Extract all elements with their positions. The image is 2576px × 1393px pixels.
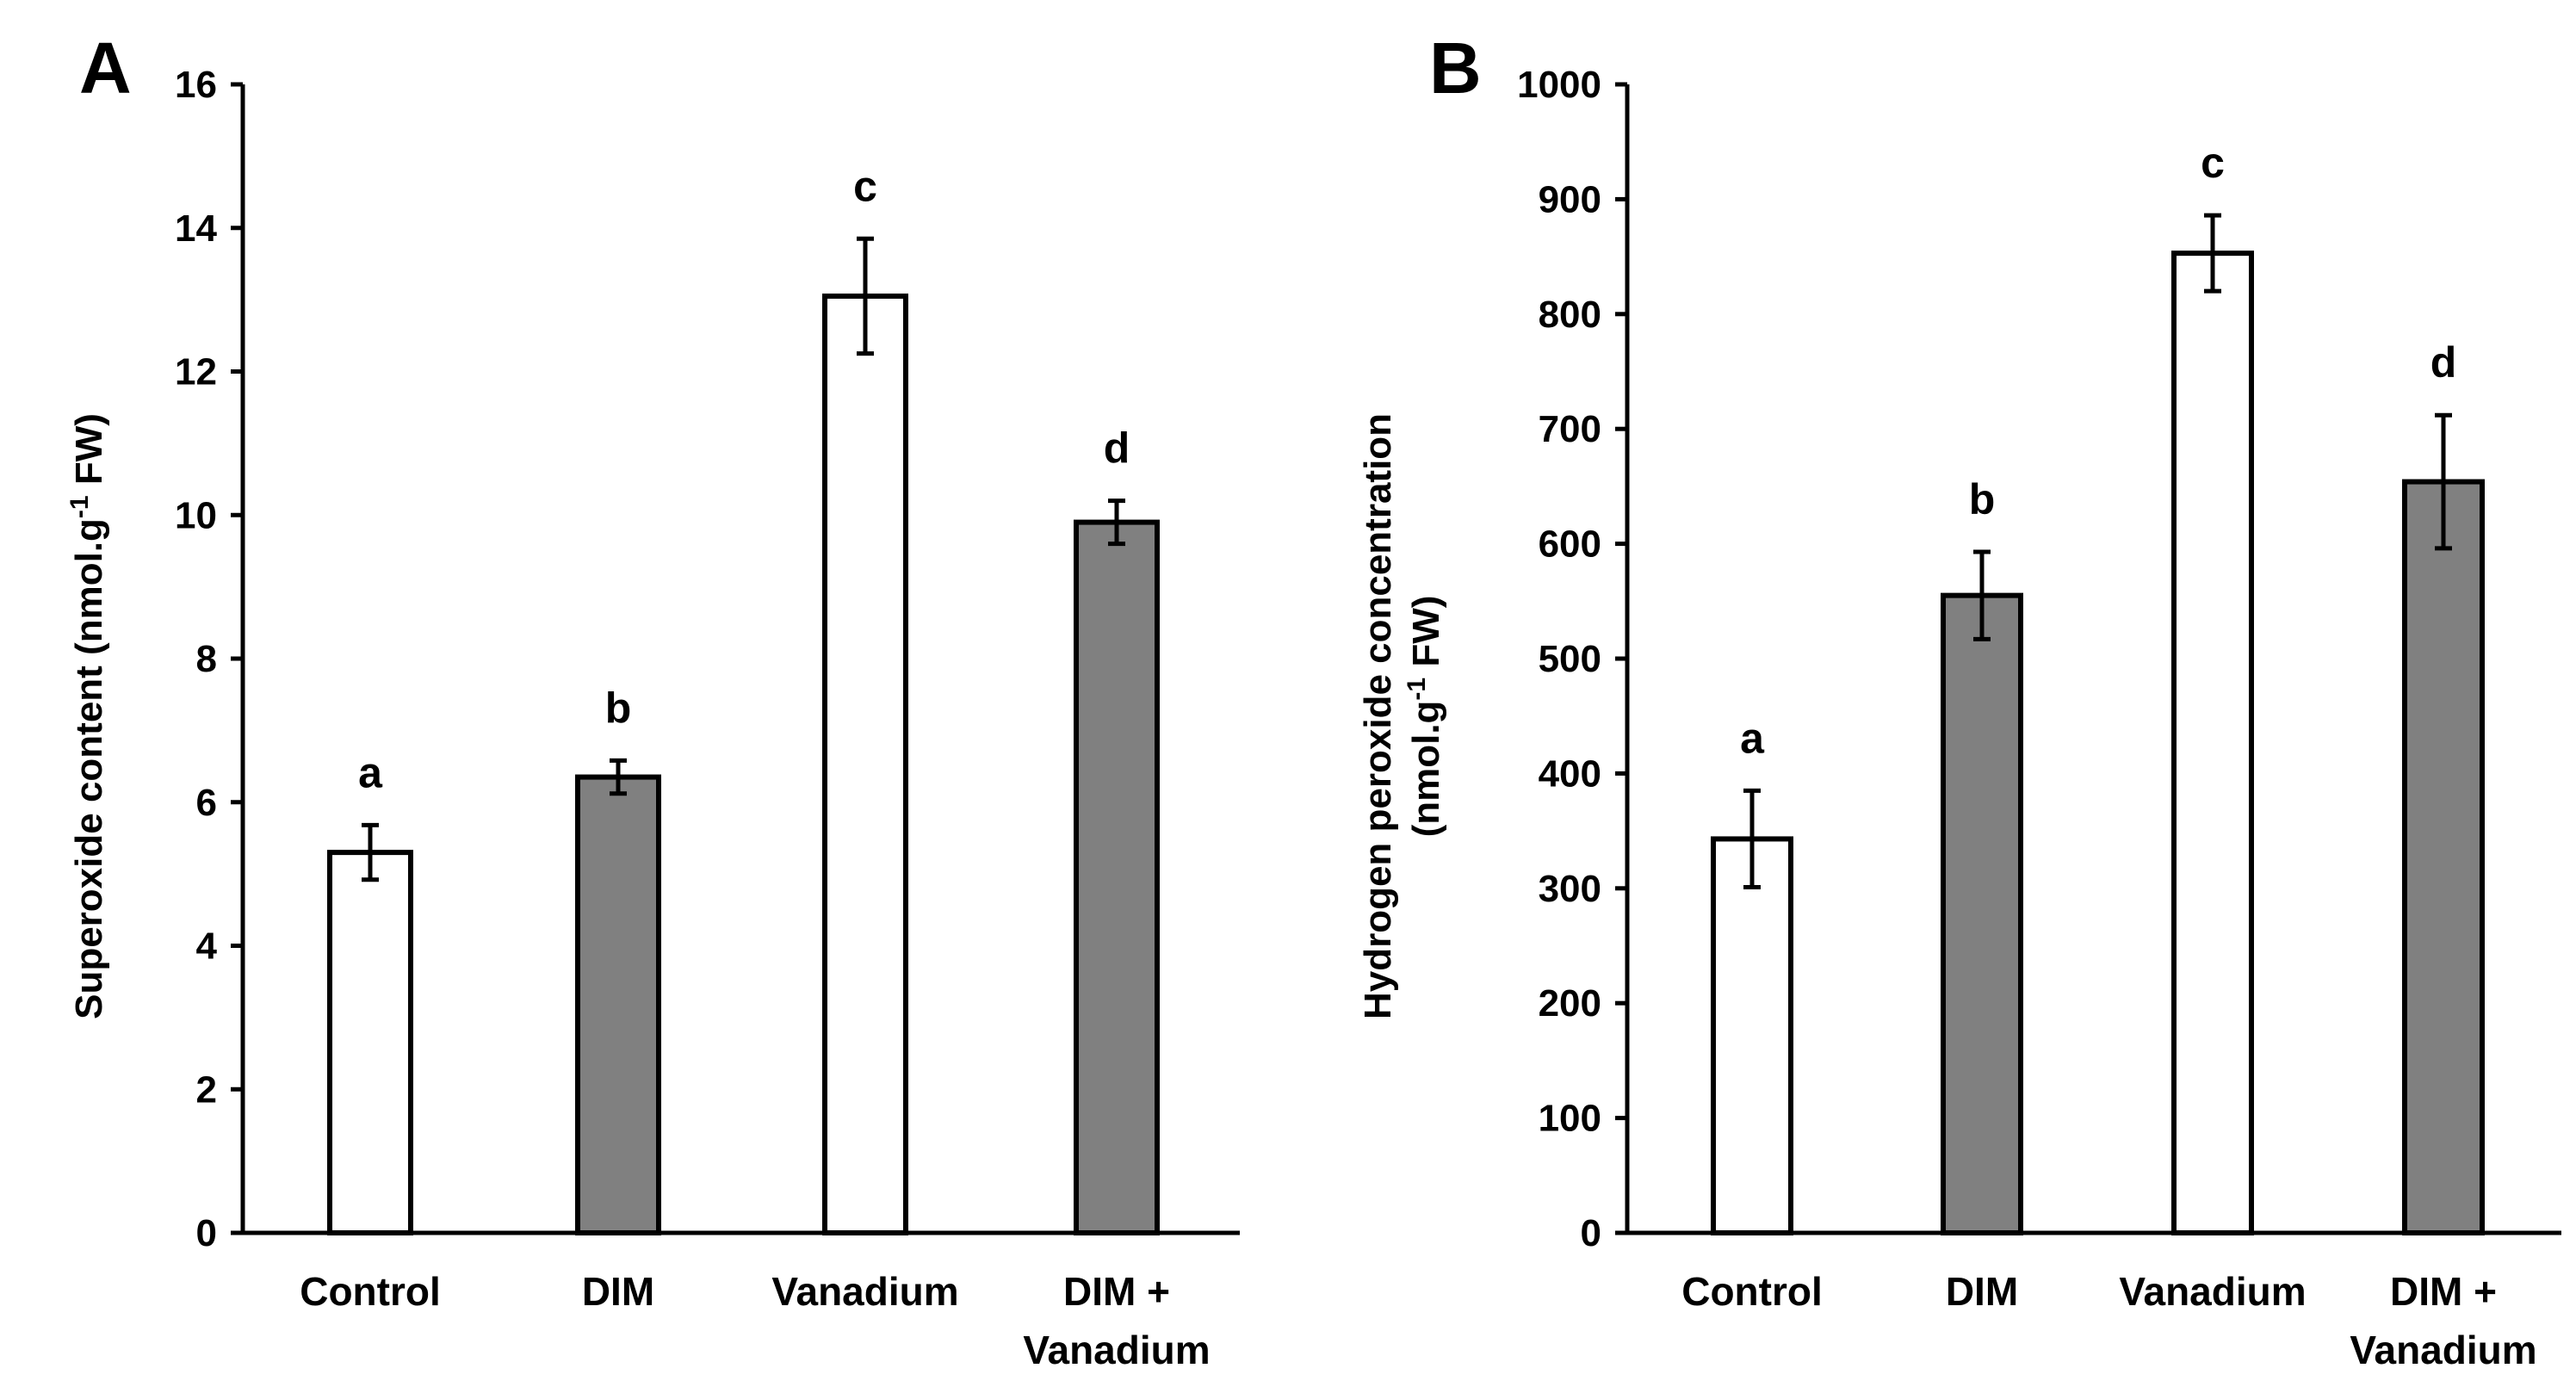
error-bar-a-2 bbox=[857, 236, 874, 356]
y-axis-label-a: Superoxide content (nmol.g-1 FW) bbox=[65, 413, 111, 1019]
y-tick-label-a-4: 8 bbox=[196, 638, 217, 680]
y-tick-label-a-7: 14 bbox=[175, 207, 217, 250]
error-bar-b-3 bbox=[2435, 412, 2452, 551]
error-bar-b-1 bbox=[1973, 549, 1991, 641]
error-bar-a-1 bbox=[610, 758, 627, 796]
bar-b-3 bbox=[2402, 479, 2485, 1235]
significance-label-b-1: b bbox=[1969, 475, 1996, 523]
x-tick-label-b-3-1: Vanadium bbox=[2350, 1328, 2536, 1372]
y-tick-label-b-6: 600 bbox=[1539, 523, 1601, 566]
significance-label-a-3: d bbox=[1104, 424, 1130, 473]
x-tick-label-a-1-0: DIM bbox=[582, 1269, 654, 1314]
y-tick-label-a-2: 4 bbox=[196, 926, 218, 968]
y-tick-label-b-9: 900 bbox=[1539, 178, 1601, 220]
bar-b-0 bbox=[1711, 836, 1793, 1235]
y-axis-label-b: Hydrogen peroxide concentration (nmol.g-… bbox=[1357, 413, 1447, 1019]
chart-b: B Hydrogen peroxide concentration (nmol.… bbox=[1357, 28, 2561, 1372]
x-tick-label-b-1-0: DIM bbox=[1946, 1269, 2018, 1314]
x-tick-label-a-3-0: DIM + bbox=[1063, 1269, 1170, 1314]
x-tick-label-a-0-0: Control bbox=[300, 1269, 441, 1314]
bar-b-2 bbox=[2171, 251, 2254, 1235]
error-bar-a-3 bbox=[1108, 498, 1125, 547]
y-tick-label-a-1: 2 bbox=[196, 1068, 217, 1111]
x-tick-label-a-3-1: Vanadium bbox=[1023, 1328, 1210, 1372]
bar-a-1 bbox=[575, 774, 661, 1235]
x-tick-label-a-2-0: Vanadium bbox=[771, 1269, 958, 1314]
significance-label-b-0: a bbox=[1740, 714, 1765, 762]
panel-label-a: A bbox=[79, 28, 132, 108]
bar-a-3 bbox=[1074, 519, 1160, 1235]
bar-a-2 bbox=[822, 293, 908, 1235]
y-tick-label-a-6: 12 bbox=[175, 351, 217, 393]
panel-label-b: B bbox=[1429, 28, 1482, 108]
error-bar-b-2 bbox=[2204, 213, 2221, 294]
y-axis-label-b-line2: (nmol.g-1 FW) bbox=[1403, 596, 1448, 838]
chart-a: A Superoxide content (nmol.g-1 FW) 0 2 4 6 8… bbox=[65, 28, 1240, 1372]
significance-label-a-2: c bbox=[853, 162, 877, 210]
y-tick-label-b-2: 200 bbox=[1539, 982, 1601, 1025]
significance-label-a-1: b bbox=[605, 684, 632, 732]
y-tick-label-b-1: 100 bbox=[1539, 1098, 1601, 1140]
x-tick-label-b-0-0: Control bbox=[1681, 1269, 1823, 1314]
y-tick-label-b-3: 300 bbox=[1539, 868, 1601, 910]
error-bar-b-0 bbox=[1743, 788, 1761, 889]
y-tick-label-b-5: 500 bbox=[1539, 638, 1601, 680]
bar-b-1 bbox=[1941, 592, 2023, 1235]
x-tick-label-b-3-0: DIM + bbox=[2390, 1269, 2497, 1314]
bar-a-0 bbox=[327, 850, 413, 1235]
y-tick-label-b-10: 1000 bbox=[1517, 64, 1601, 106]
y-tick-label-b-7: 700 bbox=[1539, 408, 1601, 450]
significance-label-b-3: d bbox=[2430, 338, 2457, 387]
significance-label-b-2: c bbox=[2201, 139, 2225, 187]
significance-label-a-0: a bbox=[358, 748, 383, 796]
error-bar-a-0 bbox=[362, 822, 379, 882]
x-tick-label-b-2-0: Vanadium bbox=[2119, 1269, 2306, 1314]
y-tick-label-b-0: 0 bbox=[1581, 1212, 1601, 1254]
y-tick-label-a-3: 6 bbox=[196, 782, 217, 824]
y-tick-label-a-8: 16 bbox=[175, 64, 217, 106]
y-tick-label-a-5: 10 bbox=[175, 494, 217, 536]
y-axis-label-b-line1: Hydrogen peroxide concentration bbox=[1357, 413, 1399, 1019]
y-tick-label-b-8: 800 bbox=[1539, 294, 1601, 336]
y-tick-label-b-4: 400 bbox=[1539, 752, 1601, 795]
y-tick-label-a-0: 0 bbox=[196, 1212, 217, 1254]
